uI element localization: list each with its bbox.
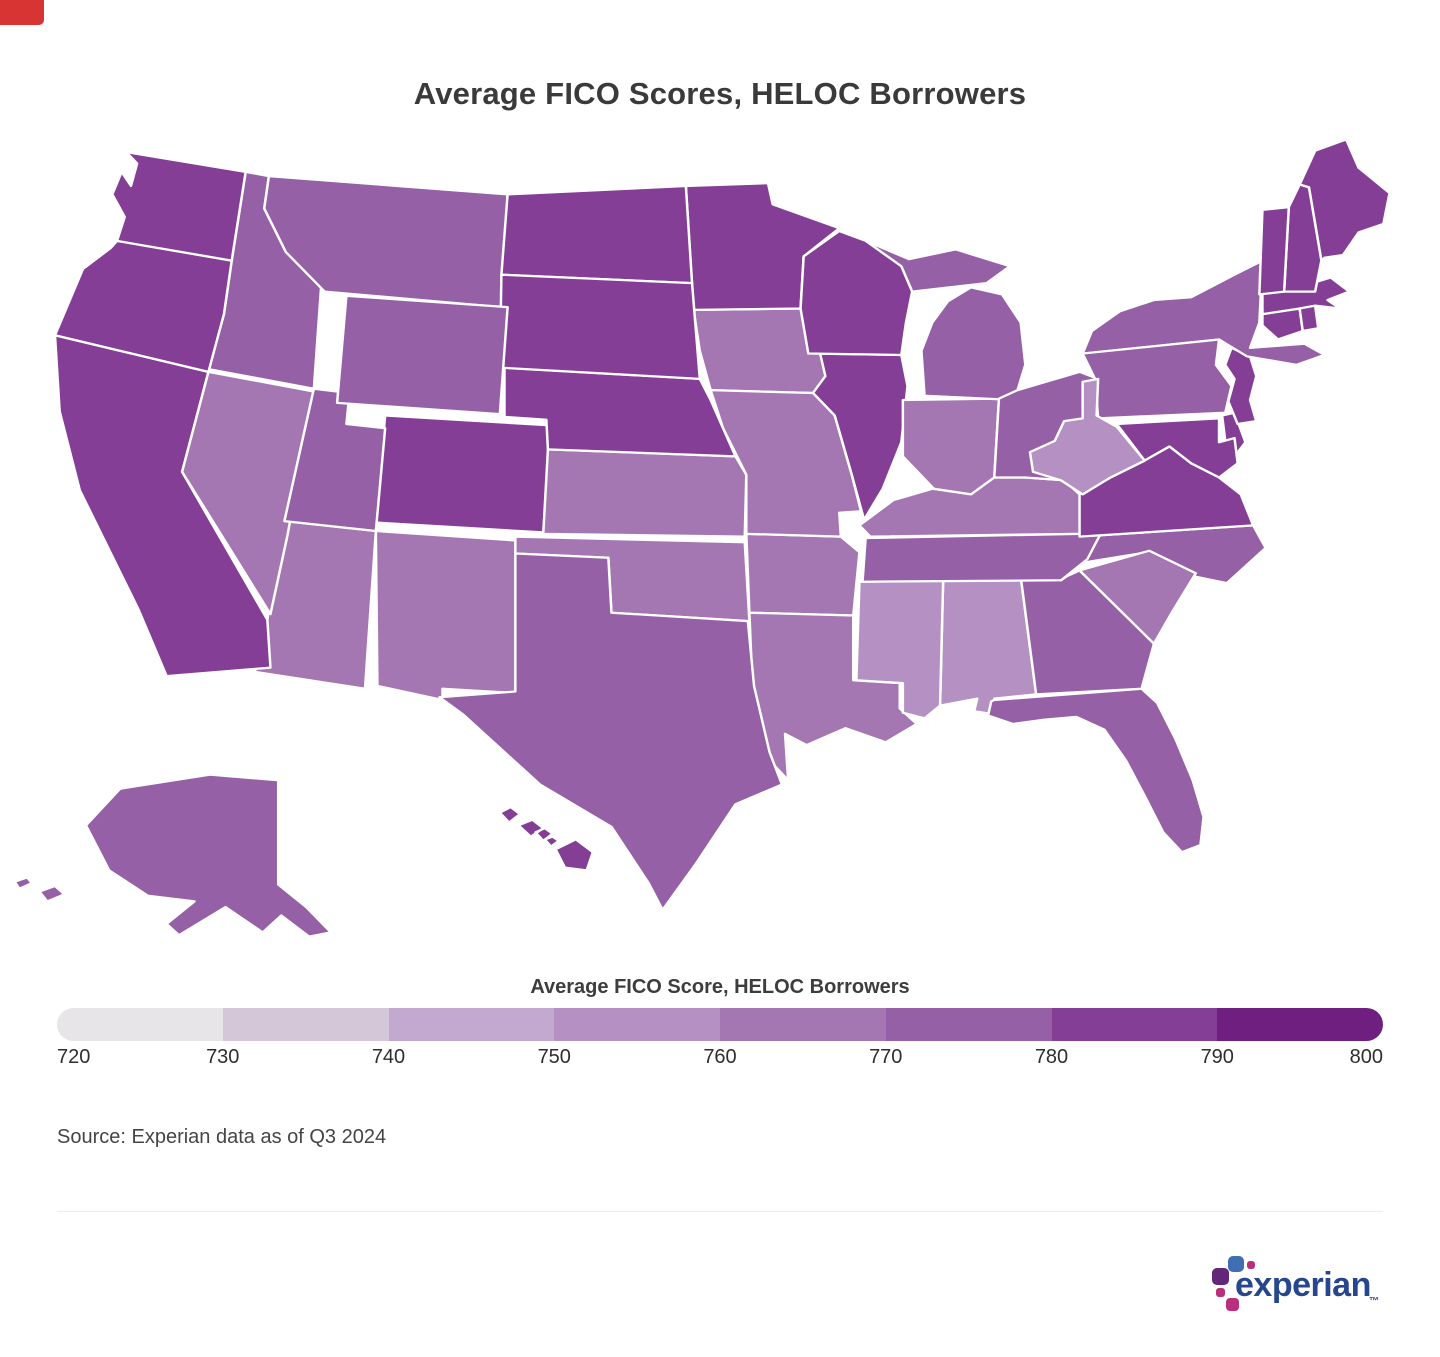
state-VT[interactable]: Vermont: [1258, 205, 1291, 296]
legend-tick-label: 760: [703, 1046, 737, 1068]
logo-pink-dot-icon: [1216, 1288, 1225, 1297]
state-PA[interactable]: Pennsylvania: [1081, 338, 1233, 420]
state-WI[interactable]: Wisconsin: [799, 229, 914, 357]
legend-tick-label: 740: [371, 1046, 406, 1068]
logo-purple-square-icon: [1212, 1268, 1229, 1285]
state-KS[interactable]: Kansas: [542, 448, 748, 538]
footer-divider: [57, 1211, 1383, 1212]
logo-trademark: ™: [1369, 1296, 1379, 1307]
legend-tick-label: 720: [57, 1046, 91, 1068]
state-HI[interactable]: Hawaii: [498, 805, 595, 872]
legend-segment: [1217, 1008, 1383, 1041]
legend-color-bar: [57, 1008, 1383, 1041]
legend-segment: [554, 1008, 720, 1041]
state-NE[interactable]: Nebraska: [503, 366, 737, 458]
state-WV[interactable]: West Virginia: [1028, 377, 1146, 496]
state-MA[interactable]: Massachusetts: [1261, 276, 1351, 316]
legend-segment: [388, 1008, 555, 1041]
state-SC[interactable]: South Carolina: [1078, 549, 1198, 645]
legend-segment: [885, 1008, 1052, 1041]
screen-corner-artifact: [0, 0, 44, 25]
state-NV[interactable]: Nevada: [180, 370, 316, 616]
source-text: Source: Experian data as of Q3 2024: [57, 1126, 387, 1148]
state-NM[interactable]: New Mexico: [374, 529, 523, 702]
state-NJ[interactable]: New Jersey: [1224, 346, 1258, 426]
state-WA[interactable]: Washington: [111, 151, 247, 262]
state-RI[interactable]: Rhode Island: [1298, 304, 1320, 333]
legend-tick-label: 750: [537, 1046, 571, 1068]
state-AR[interactable]: Arkansas: [745, 532, 861, 617]
logo-blue-square-icon: [1228, 1256, 1244, 1272]
state-NY[interactable]: New York: [1081, 259, 1326, 366]
legend-tick-label: 780: [1034, 1046, 1069, 1068]
legend-ticks: 720 730 740 750 760 770 780 790 800: [57, 1046, 1383, 1072]
legend-segment: [1051, 1008, 1218, 1041]
legend-tick-label: 800: [1349, 1046, 1383, 1068]
state-TN[interactable]: Tennessee: [861, 528, 1105, 583]
state-AL[interactable]: Alabama: [938, 574, 1038, 716]
legend-title: Average FICO Score, HELOC Borrowers: [530, 976, 910, 998]
state-IN[interactable]: Indiana: [901, 397, 1001, 496]
state-SD[interactable]: South Dakota: [498, 273, 702, 381]
legend-tick-label: 730: [206, 1046, 240, 1068]
state-FL[interactable]: Florida: [986, 687, 1205, 854]
state-MO[interactable]: Missouri: [709, 389, 863, 538]
us-map: AlabamaAlaskaArizonaArkansasCaliforniaCo…: [13, 138, 1391, 938]
logo-magenta-square-icon: [1226, 1298, 1239, 1311]
logo-pink-dot-icon: [1247, 1261, 1255, 1269]
state-AK[interactable]: Alaska: [13, 773, 333, 938]
experian-logo: experian ™: [1211, 1252, 1387, 1322]
state-ND[interactable]: North Dakota: [500, 184, 694, 285]
logo-wordmark: experian: [1235, 1266, 1371, 1304]
state-MS[interactable]: Mississippi: [855, 579, 945, 720]
legend-tick-label: 790: [1200, 1046, 1234, 1068]
state-CO[interactable]: Colorado: [374, 414, 553, 534]
state-OR[interactable]: Oregon: [53, 239, 233, 373]
chart-title: Average FICO Scores, HELOC Borrowers: [413, 75, 1027, 111]
legend-segment: [57, 1008, 223, 1041]
legend-segment: [720, 1008, 886, 1041]
legend-tick-label: 770: [869, 1046, 903, 1068]
legend-segment: [222, 1008, 389, 1041]
state-WY[interactable]: Wyoming: [335, 294, 509, 416]
state-TX[interactable]: Texas: [438, 552, 784, 911]
